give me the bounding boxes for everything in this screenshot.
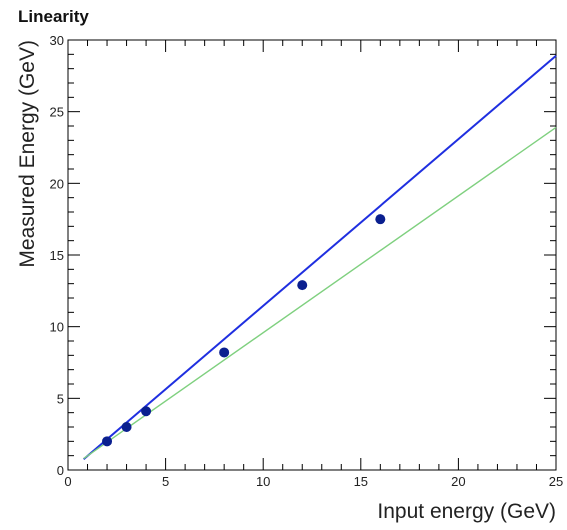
x-tick-label: 15 bbox=[354, 474, 368, 489]
y-tick-label: 30 bbox=[50, 33, 64, 48]
y-tick-label: 10 bbox=[50, 320, 64, 335]
x-tick-label: 25 bbox=[549, 474, 563, 489]
x-tick-label: 5 bbox=[162, 474, 169, 489]
data-point bbox=[297, 280, 308, 291]
data-point bbox=[375, 214, 386, 225]
data-point bbox=[102, 436, 113, 447]
chart-title: Linearity bbox=[18, 7, 89, 26]
y-axis-title: Measured Energy (GeV) bbox=[16, 40, 39, 268]
y-tick-label: 20 bbox=[50, 176, 64, 191]
x-tick-label: 20 bbox=[451, 474, 465, 489]
x-tick-label: 0 bbox=[64, 474, 71, 489]
x-tick-label: 10 bbox=[256, 474, 270, 489]
y-axis: 0 5 10 15 20 25 30 bbox=[50, 33, 556, 478]
x-axis: 0 5 10 15 20 25 bbox=[64, 40, 563, 489]
series-points bbox=[102, 214, 386, 447]
data-point bbox=[219, 347, 230, 358]
y-tick-label: 25 bbox=[50, 105, 64, 120]
y-tick-label: 0 bbox=[57, 463, 64, 478]
series-lines bbox=[82, 55, 557, 461]
y-tick-label: 15 bbox=[50, 248, 64, 263]
reference-line bbox=[83, 126, 557, 460]
y-tick-label: 5 bbox=[57, 391, 64, 406]
plot-frame bbox=[67, 39, 557, 471]
fit-line bbox=[82, 55, 557, 461]
x-axis-title: Input energy (GeV) bbox=[377, 500, 556, 523]
data-point bbox=[141, 406, 152, 417]
data-point bbox=[121, 422, 132, 432]
